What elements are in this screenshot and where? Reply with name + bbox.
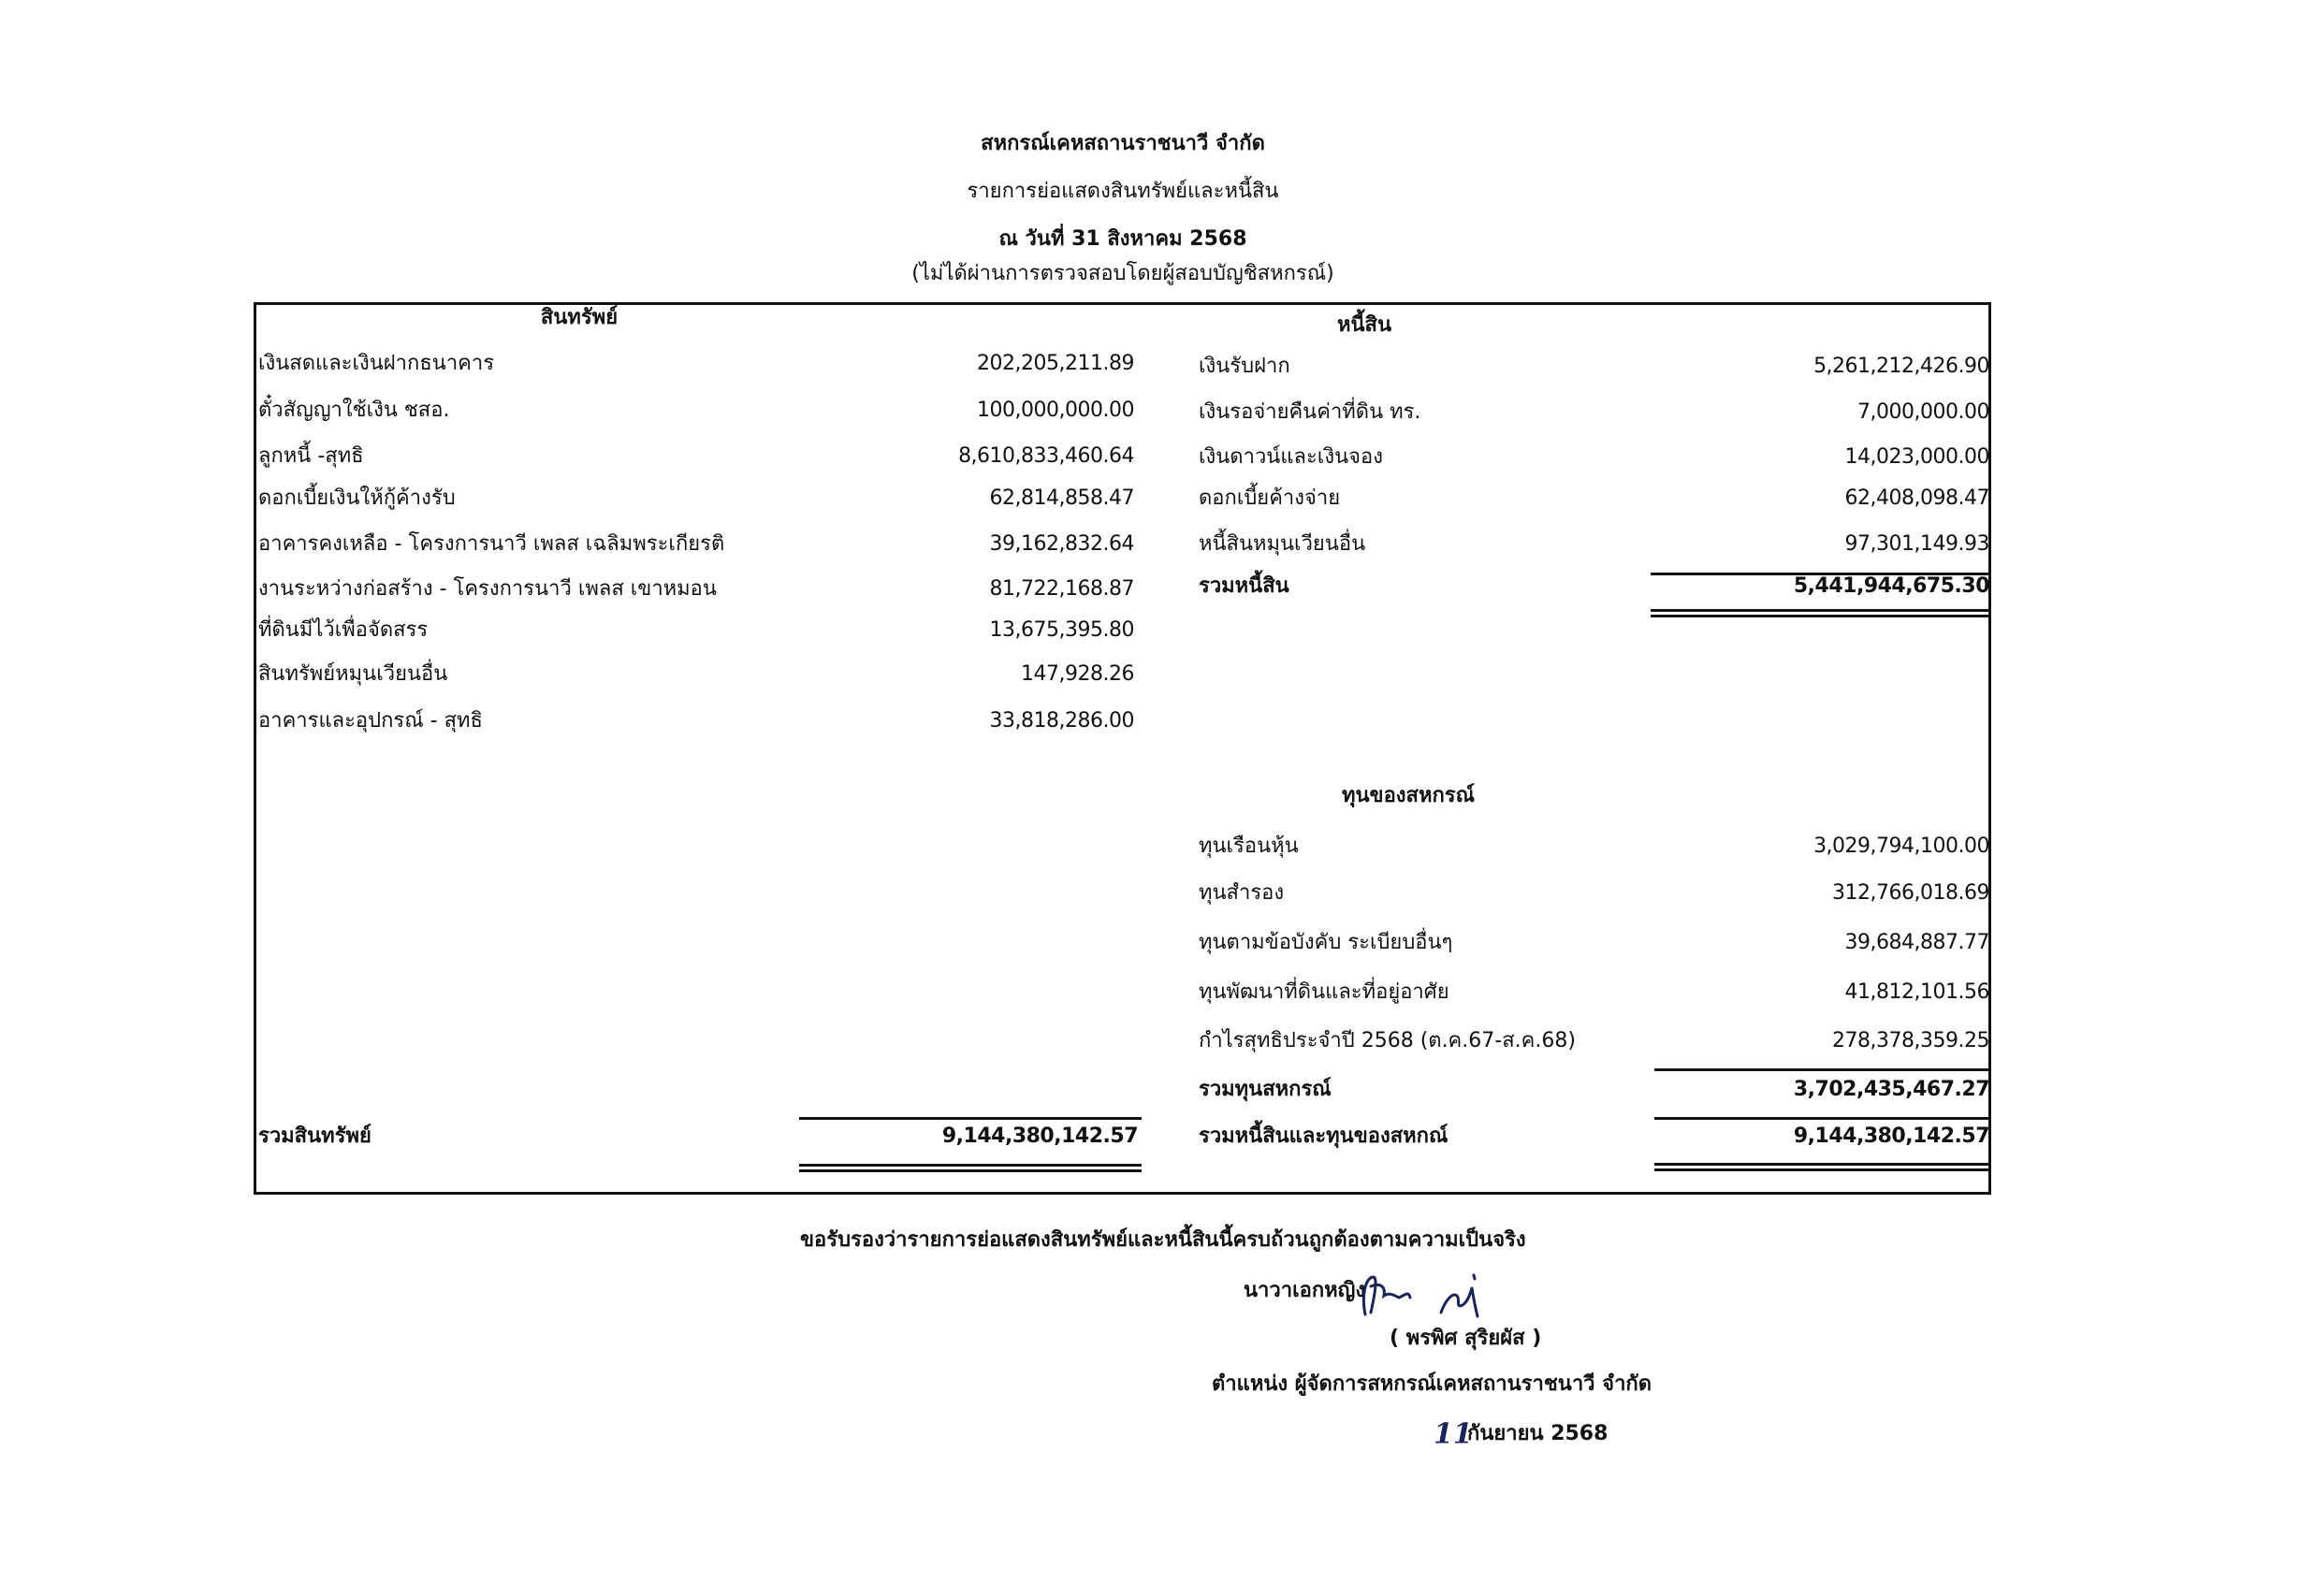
- asset-row-label: สินทรัพย์หมุนเวียนอื่น: [258, 662, 448, 686]
- total-liabilities-label: รวมหนี้สิน: [1199, 574, 1289, 598]
- audit-note: (ไม่ได้ผ่านการตรวจสอบโดยผู้สอบบัญชิสหกรณ…: [911, 262, 1334, 285]
- liability-row-amount: 5,261,212,426.90: [1813, 355, 1989, 378]
- equity-row-label: ทุนตามข้อบังคับ ระเบียบอื่นๆ: [1199, 931, 1453, 954]
- assets-heading: สินทรัพย์: [540, 306, 619, 329]
- total-equity-label: รวมทุนสหกรณ์: [1199, 1078, 1332, 1101]
- liability-row-amount: 7,000,000.00: [1857, 400, 1989, 424]
- equity-row-amount: 3,029,794,100.00: [1813, 834, 1989, 858]
- liability-row-label: หนี้สินหมุนเวียนอื่น: [1199, 532, 1366, 556]
- asset-row-label: ตั๋วสัญญาใช้เงิน ชสอ.: [258, 399, 450, 422]
- date-day-handwritten: 11: [1434, 1417, 1473, 1451]
- liabilities-subtotal-line: [1651, 573, 1989, 575]
- organization-name: สหกรณ์เคหสถานราชนาวี จำกัด: [981, 132, 1265, 155]
- document-title: รายการย่อแสดงสินทรัพย์และหนี้สิน: [967, 180, 1279, 203]
- equity-row-label: กำไรสุทธิประจำปี 2568 (ต.ค.67-ส.ค.68): [1199, 1029, 1576, 1052]
- grand-total-label: รวมหนี้สินและทุนของสหกณ์: [1199, 1124, 1448, 1148]
- equity-row-amount: 39,684,887.77: [1844, 931, 1990, 954]
- liabilities-double-line: [1651, 609, 1989, 617]
- grand-total-amount: 9,144,380,142.57: [1793, 1124, 1990, 1148]
- asset-row-amount: 33,818,286.00: [989, 709, 1135, 733]
- total-equity-amount: 3,702,435,467.27: [1793, 1078, 1990, 1101]
- equity-row-amount: 41,812,101.56: [1844, 980, 1990, 1004]
- equity-heading: ทุนของสหกรณ์: [1341, 784, 1476, 807]
- liability-row-amount: 14,023,000.00: [1844, 445, 1990, 469]
- asset-row-label: ลูกหนี้ -สุทธิ: [258, 444, 364, 468]
- equity-row-amount: 312,766,018.69: [1832, 881, 1989, 905]
- signer-rank: นาวาเอกหญิง: [1244, 1279, 1366, 1302]
- total-assets-amount: 9,144,380,142.57: [941, 1124, 1139, 1148]
- asset-row-label: ที่ดินมีไว้เพื่อจัดสรร: [258, 618, 429, 642]
- asset-row-label: ดอกเบี้ยเงินให้กู้ค้างรับ: [258, 486, 456, 510]
- equity-row-amount: 278,378,359.25: [1832, 1029, 1989, 1052]
- asset-row-amount: 202,205,211.89: [977, 352, 1134, 375]
- asset-row-amount: 100,000,000.00: [977, 399, 1134, 422]
- liability-row-label: เงินดาวน์และเงินจอง: [1199, 445, 1383, 469]
- balance-sheet-table: [254, 302, 1991, 1195]
- liabilities-heading: หนี้สิน: [1336, 313, 1392, 337]
- liability-row-label: เงินรอจ่ายคืนค่าที่ดิน ทร.: [1199, 400, 1421, 424]
- asset-row-amount: 81,722,168.87: [989, 577, 1135, 601]
- certification-text: ขอรับรองว่ารายการย่อแสดงสินทรัพย์และหนี้…: [800, 1228, 1526, 1252]
- asset-row-amount: 8,610,833,460.64: [958, 444, 1134, 468]
- liability-row-label: เงินรับฝาก: [1199, 355, 1290, 378]
- assets-double-line: [799, 1164, 1142, 1172]
- signer-position: ตำแหน่ง ผู้จัดการสหกรณ์เคหสถานราชนาวี จำ…: [1212, 1372, 1652, 1396]
- equity-row-label: ทุนสำรอง: [1199, 881, 1285, 905]
- total-assets-label: รวมสินทรัพย์: [258, 1124, 371, 1148]
- asset-row-label: อาคารและอุปกรณ์ - สุทธิ: [258, 709, 483, 733]
- asset-row-label: อาคารคงเหลือ - โครงการนาวี เพลส เฉลิมพระ…: [258, 532, 725, 556]
- asset-row-amount: 147,928.26: [1021, 662, 1134, 686]
- signature-date: กันยายน 2568: [1467, 1422, 1609, 1445]
- asset-row-label: งานระหว่างก่อสร้าง - โครงการนาวี เพลส เข…: [258, 577, 717, 601]
- grand-total-double-line: [1654, 1163, 1989, 1171]
- asset-row-amount: 13,675,395.80: [989, 618, 1135, 642]
- asset-row-amount: 39,162,832.64: [989, 532, 1135, 556]
- assets-total-line: [799, 1117, 1142, 1120]
- equity-row-label: ทุนพัฒนาที่ดินและที่อยู่อาศัย: [1199, 980, 1449, 1004]
- total-liabilities-amount: 5,441,944,675.30: [1793, 574, 1990, 598]
- asset-row-label: เงินสดและเงินฝากธนาคาร: [258, 352, 495, 375]
- liability-row-amount: 62,408,098.47: [1844, 486, 1990, 510]
- equity-subtotal-line: [1654, 1068, 1989, 1071]
- signer-name: ( พรพิศ สุริยผัส ): [1390, 1327, 1542, 1350]
- grand-total-line: [1654, 1117, 1989, 1120]
- liability-row-amount: 97,301,149.93: [1844, 532, 1990, 556]
- liability-row-label: ดอกเบี้ยค้างจ่าย: [1199, 486, 1341, 510]
- signature-image: [1361, 1273, 1479, 1318]
- equity-row-label: ทุนเรือนหุ้น: [1199, 834, 1299, 858]
- statement-date: ณ วันที่ 31 สิงหาคม 2568: [998, 227, 1247, 251]
- asset-row-amount: 62,814,858.47: [989, 486, 1135, 510]
